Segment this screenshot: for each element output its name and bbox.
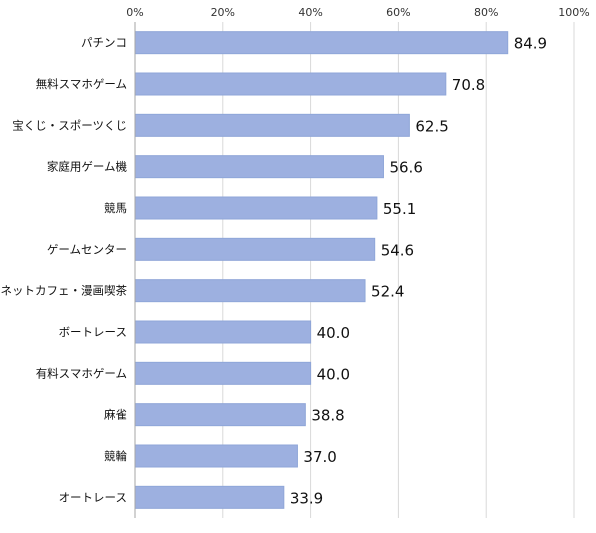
bar xyxy=(134,403,306,427)
bar xyxy=(134,155,384,179)
value-label: 37.0 xyxy=(303,448,336,466)
value-label: 55.1 xyxy=(383,200,416,218)
category-label: 麻雀 xyxy=(104,408,127,422)
x-tick-label: 20% xyxy=(211,6,235,19)
bars xyxy=(134,31,509,509)
bar xyxy=(134,196,378,220)
category-label: オートレース xyxy=(59,490,127,504)
bar xyxy=(134,31,509,55)
value-label: 33.9 xyxy=(290,489,323,507)
category-label: 競馬 xyxy=(104,201,127,215)
value-label: 84.9 xyxy=(514,35,547,53)
value-label: 54.6 xyxy=(381,241,414,259)
x-tick-label: 0% xyxy=(126,6,143,19)
bar xyxy=(134,485,285,509)
value-label: 70.8 xyxy=(452,76,485,94)
category-label: 有料スマホゲーム xyxy=(36,366,127,380)
category-labels: パチンコ無料スマホゲーム宝くじ・スポーツくじ家庭用ゲーム機競馬ゲームセンターネッ… xyxy=(1,36,128,505)
bar xyxy=(134,72,447,96)
category-label: 競輪 xyxy=(104,449,127,463)
x-tick-label: 60% xyxy=(386,6,410,19)
value-label: 56.6 xyxy=(389,159,422,177)
category-label: ゲームセンター xyxy=(47,242,127,256)
x-tick-label: 100% xyxy=(558,6,589,19)
value-label: 40.0 xyxy=(317,324,350,342)
x-axis-ticks: 0% 20% 40% 60% 80% 100% xyxy=(126,6,589,19)
gridlines xyxy=(222,22,575,518)
category-label: パチンコ xyxy=(81,36,127,50)
bar xyxy=(134,113,410,137)
category-label: 無料スマホゲーム xyxy=(36,77,127,91)
bar xyxy=(134,320,312,344)
bar xyxy=(134,444,298,468)
value-label: 38.8 xyxy=(311,407,344,425)
x-tick-label: 80% xyxy=(474,6,498,19)
category-label: ボートレース xyxy=(59,325,127,339)
bar xyxy=(134,237,376,261)
value-label: 62.5 xyxy=(415,117,448,135)
category-label: ネットカフェ・漫画喫茶 xyxy=(1,284,128,298)
value-label: 52.4 xyxy=(371,283,404,301)
category-label: 宝くじ・スポーツくじ xyxy=(12,118,127,132)
bar xyxy=(134,279,366,303)
value-label: 40.0 xyxy=(317,365,350,383)
category-label: 家庭用ゲーム機 xyxy=(47,160,128,174)
value-labels: 84.9 70.8 62.5 56.6 55.1 54.6 52.4 40.0 40.0 38.8… xyxy=(290,35,547,508)
bar xyxy=(134,361,312,385)
x-tick-label: 40% xyxy=(298,6,322,19)
